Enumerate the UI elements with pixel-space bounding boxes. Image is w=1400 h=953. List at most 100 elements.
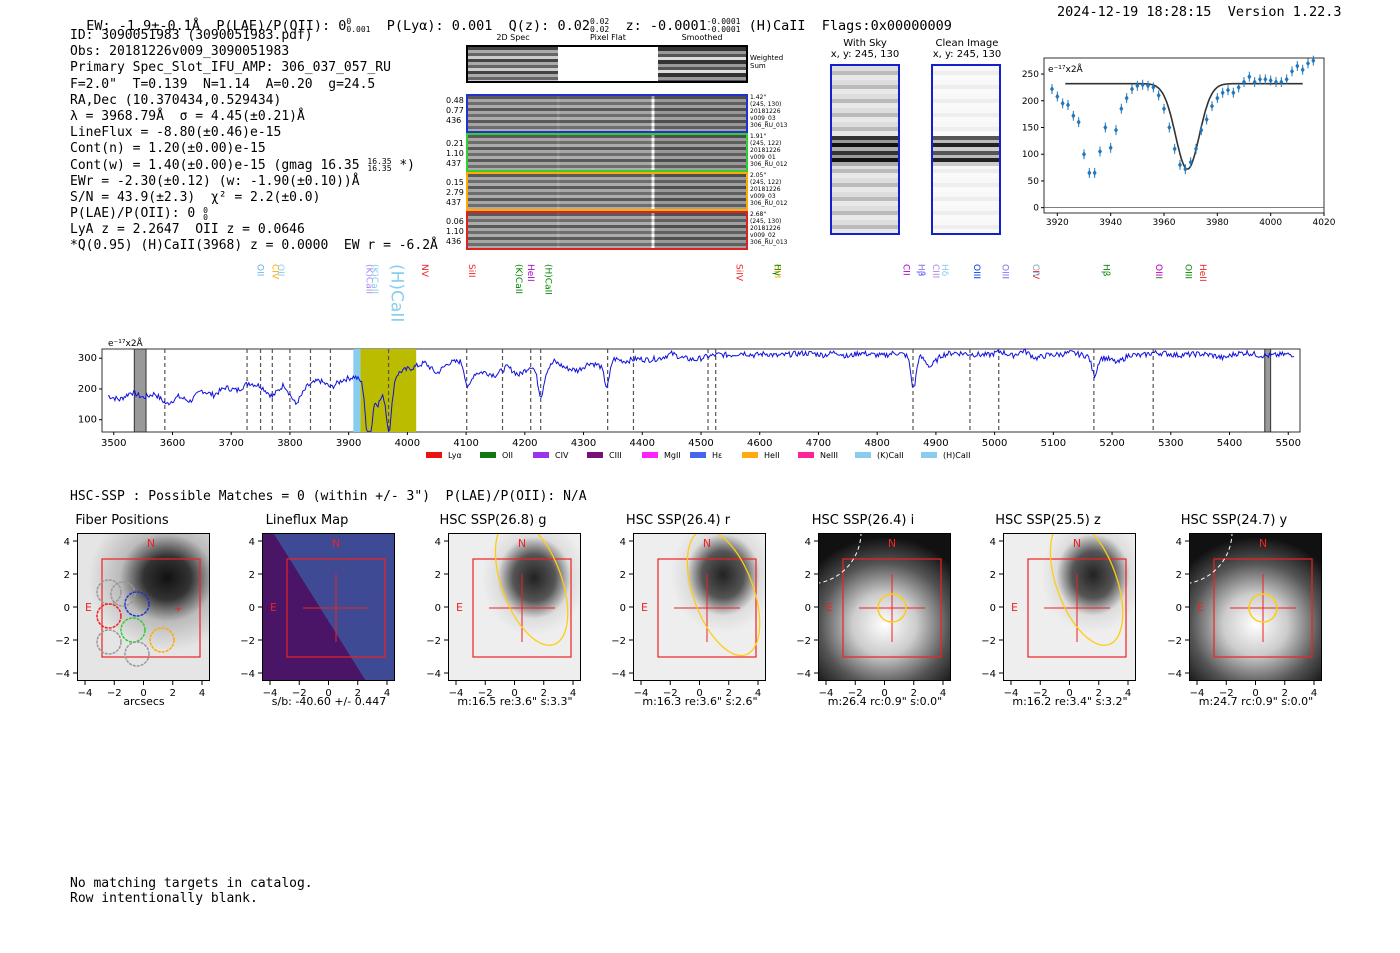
zoom-data-point	[1247, 73, 1252, 80]
clean-image-title: Clean Image x, y: 245, 130	[932, 38, 1002, 60]
hsc-xtick-label: −2	[1033, 688, 1048, 699]
hsc-axes: −4 4 −2 2 0 0 2 −2 4 −4	[1167, 537, 1317, 699]
hsc-xtick-label: −4	[78, 688, 93, 699]
cutout-row-2: 0.21 1.10 437 1.91" (245, 122) 20181226 …	[446, 133, 787, 172]
spectral-line-label: CIV	[1030, 264, 1040, 280]
hsc-xtick-label: 0	[325, 688, 331, 699]
aperture-box	[1027, 558, 1127, 658]
spectral-line-label: OII	[275, 264, 285, 276]
hsc-ytick-label: −4	[426, 669, 441, 680]
zoom-xtick-label: 3980	[1206, 218, 1229, 228]
zoom-data-point	[1183, 166, 1188, 173]
hsc-xtick-label: −4	[819, 688, 834, 699]
spectral-line-label: OIII	[971, 264, 981, 279]
masked-region-right	[1264, 348, 1272, 433]
legend-swatch	[855, 452, 871, 458]
hsc-ytick-label: −4	[611, 669, 626, 680]
legend-swatch	[690, 452, 706, 458]
masked-region-left	[133, 348, 147, 433]
hsc-ytick-label: −4	[55, 669, 70, 680]
zoom-data-point	[1279, 79, 1284, 86]
cutout-rows: 0.48 0.77 436 1.42" (245, 130) 20181226 …	[446, 94, 788, 254]
footer-line-2: Row intentionally blank.	[70, 891, 258, 906]
hsc-xtick-label: 2	[1282, 688, 1288, 699]
hsc-xtick-label: 0	[696, 688, 702, 699]
spectral-line-label: SiIV	[733, 264, 743, 282]
spectral-line-label: OII	[255, 264, 265, 276]
spectrum-xtick-label: 4100	[453, 438, 478, 449]
hsc-ytick-label: 4	[620, 537, 626, 548]
zoom-ticks: 3920 3940 3960 3980 4000 4020 0 50 100 150 200 250	[1022, 70, 1336, 228]
hsc-xtick-label: −2	[663, 688, 678, 699]
fiber-circle	[96, 629, 122, 655]
zoom-data-point	[1071, 112, 1076, 119]
zoom-ytick-label: 250	[1022, 70, 1039, 80]
spectral-line-label: SiII	[466, 264, 476, 278]
zoom-data-point	[1108, 144, 1113, 151]
hsc-xtick-label: −2	[848, 688, 863, 699]
spectrum-xtick-label: 4700	[806, 438, 831, 449]
hsc-xtick-label: 2	[1096, 688, 1102, 699]
header-summary: EW: -1.9±-0.1Å P(LAE)/P(OII): 00 0.001 P(…	[70, 2, 952, 35]
hsc-xtick-label: 0	[511, 688, 517, 699]
hsc-ytick-label: 0	[805, 603, 811, 614]
spectrum-xtick-label: 3500	[101, 438, 126, 449]
legend-swatch	[426, 452, 442, 458]
cutout-panel: 2D Spec Pixel Flat Smoothed Weighted Sum…	[446, 30, 788, 255]
info-lya: LyA z = 2.2647 OII z = 0.0646	[70, 222, 305, 238]
hsc-xtick-label: −4	[1004, 688, 1019, 699]
spectrum-unit-label: e⁻¹⁷x2Å	[108, 337, 144, 349]
fiber-center-marker: +	[174, 604, 182, 615]
hsc-xtick-label: 4	[755, 688, 761, 699]
info-contn: Cont(n) = 1.20(±0.00)e-15	[70, 141, 266, 157]
hsc-xtick-label: 0	[140, 688, 146, 699]
hsc-xtick-label: −2	[292, 688, 307, 699]
hsc-ytick-label: 4	[64, 537, 70, 548]
spectrum-xtick-label: 5000	[982, 438, 1007, 449]
zoom-ytick-label: 0	[1033, 204, 1039, 214]
cutout-row-3-right: 2.05" (245, 122) 20181226 v009_03 306_RU…	[750, 172, 788, 207]
spectral-line-label: OIII	[999, 264, 1009, 279]
spectral-line-label: Hδ	[915, 264, 925, 277]
hsc-xtick-label: −4	[634, 688, 649, 699]
zoom-data-point	[1156, 92, 1161, 99]
east-label: E	[641, 601, 648, 614]
header-qz-range: 0.02 0.02	[590, 18, 609, 34]
header-qz-sub: 0.02	[589, 25, 610, 34]
hsc-ytick-label: −2	[611, 636, 626, 647]
hsc-panel-title: Lineflux Map	[265, 513, 349, 528]
east-label: E	[1011, 601, 1018, 614]
north-label: N	[1259, 537, 1267, 550]
hsc-xtick-label: −2	[1219, 688, 1234, 699]
header-z-sub: -0.0001	[706, 25, 741, 34]
hsc-ytick-label: 0	[990, 603, 996, 614]
zoom-xtick-label: 3960	[1153, 218, 1176, 228]
hsc-panel-caption: m:24.7 rc:0.9" s:0.0"	[1198, 695, 1314, 708]
spectrum-xtick-label: 5200	[1099, 438, 1124, 449]
fiber-circle	[96, 603, 122, 629]
north-label: N	[332, 537, 340, 550]
cutout-row-1-frame	[466, 94, 748, 133]
hsc-panel-title: HSC SSP(26.8) g	[439, 513, 547, 528]
header-z-range: -0.0001 -0.0001	[707, 18, 741, 34]
hsc-panel-title: HSC SSP(26.4) i	[811, 513, 915, 528]
legend-label: NeIII	[820, 451, 838, 460]
hsc-xtick-label: 0	[1252, 688, 1258, 699]
with-sky-trace	[832, 136, 898, 166]
hsc-panel-title: Fiber Positions	[75, 513, 169, 528]
zoom-data-point	[1066, 102, 1070, 109]
hsc-panel-image: N E +	[77, 533, 210, 681]
hsc-xtick-label: 0	[881, 688, 887, 699]
hsc-ytick-label: −2	[796, 636, 811, 647]
hsc-panel-caption: arcsecs	[123, 695, 165, 708]
spectral-line-label: CIV	[269, 264, 279, 280]
info-lambda: λ = 3968.79Å σ = 4.45(±0.21)Å	[70, 108, 305, 124]
hsc-ytick-label: 4	[435, 537, 441, 548]
spectral-line-label: (K)CaII	[369, 264, 379, 294]
header-version: Version 1.22.3	[1227, 4, 1342, 20]
zoom-data-point	[1204, 116, 1209, 123]
header-plya: P(Lyα): 0.001	[386, 18, 493, 34]
